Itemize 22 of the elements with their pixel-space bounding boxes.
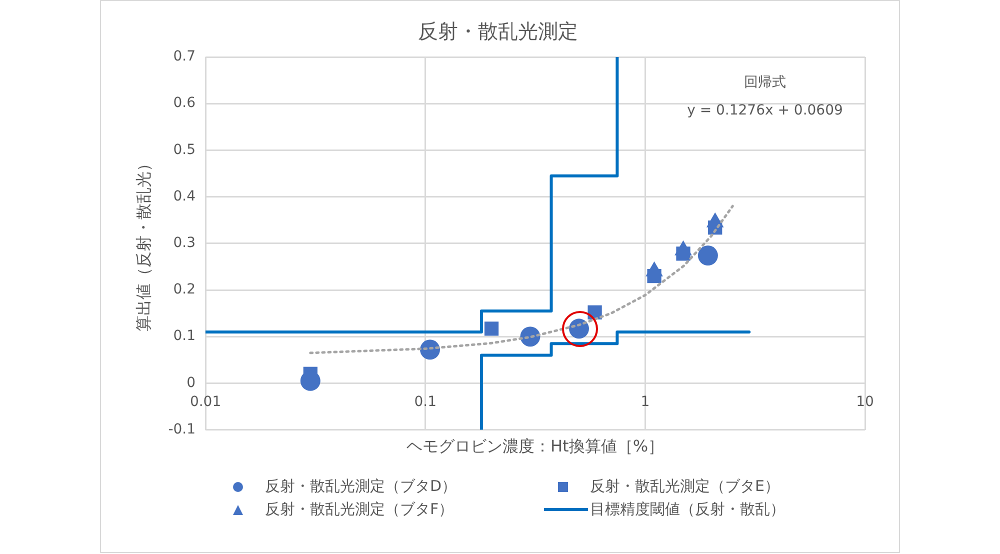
y-tick-label: 0.2 [173,282,196,298]
y-axis-title: 算出値（反射・散乱光） [134,155,153,332]
legend-label: 反射・散乱光測定（ブタF） [265,500,454,519]
x-tick-label: 1 [640,394,650,410]
legend-label: 反射・散乱光測定（ブタD） [265,477,457,496]
x-tick-label: 0.1 [414,394,436,410]
y-tick-label: 0.1 [173,328,196,344]
annotation: 回帰式 [744,74,786,91]
y-tick-label: 0 [186,374,196,391]
x-tick-label: 10 [856,394,874,410]
y-tick-label: 0.3 [173,235,196,252]
y-tick-label: -0.1 [168,421,196,438]
y-tick-label: 0.7 [173,48,196,65]
y-tick-label: 0.6 [173,95,196,112]
y-tick-label: 0.4 [173,188,196,204]
x-tick-label: 0.01 [190,394,222,410]
y-tick-label: 0.5 [173,142,196,158]
annotation: y = 0.1276x + 0.0609 [687,102,843,119]
chart-title: 反射・散乱光測定 [418,19,578,44]
legend-label: 目標精度閾値（反射・散乱） [590,500,785,519]
x-axis-title: ヘモグロビン濃度：Ht換算値［%］ [406,436,664,456]
legend-label: 反射・散乱光測定（ブタE） [590,477,780,496]
